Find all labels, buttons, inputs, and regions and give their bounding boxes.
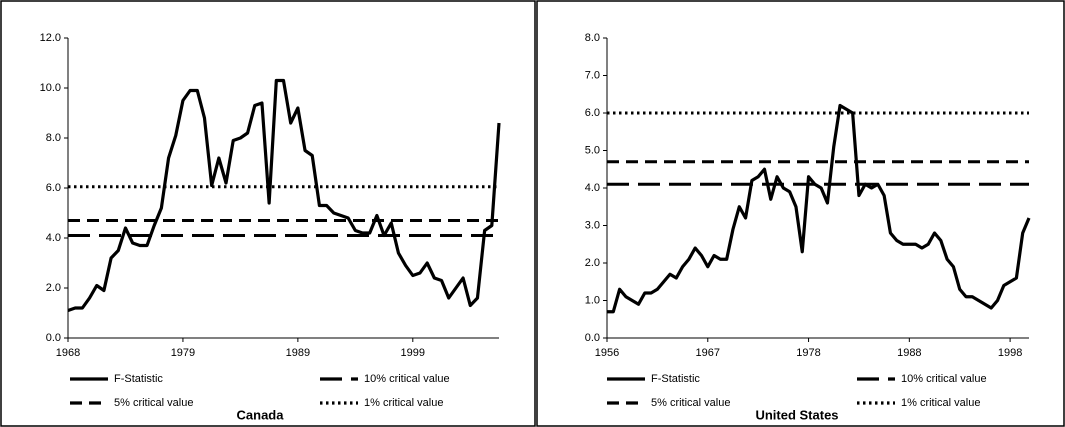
panel-border [0,0,536,427]
x-tick-label: 1999 [401,347,425,359]
chart-title: Canada [237,407,285,422]
legend-label: 5% critical value [651,397,730,409]
x-tick-label: 1967 [696,347,720,359]
y-tick-label: 8.0 [585,32,600,44]
y-tick-label: 8.0 [46,132,61,144]
legend-label: 1% critical value [364,397,443,409]
legend-label: 1% critical value [901,397,980,409]
y-tick-label: 4.0 [585,182,600,194]
x-tick-label: 1956 [595,347,619,359]
legend-label: 10% critical value [364,373,450,385]
x-tick-label: 1998 [998,347,1022,359]
y-tick-label: 0.0 [46,332,61,344]
y-tick-label: 5.0 [585,144,600,156]
y-tick-label: 12.0 [40,32,61,44]
legend-label: F-Statistic [114,373,163,385]
legend-label: F-Statistic [651,373,700,385]
legend-label: 10% critical value [901,373,987,385]
y-tick-label: 1.0 [585,294,600,306]
series-line [607,103,1031,314]
y-tick-label: 6.0 [46,182,61,194]
series-line [67,78,501,313]
y-tick-label: 3.0 [585,219,600,231]
y-tick-label: 7.0 [585,69,600,81]
x-tick-label: 1968 [56,347,80,359]
x-tick-label: 1988 [897,347,921,359]
x-tick-label: 1978 [796,347,820,359]
x-tick-label: 1979 [171,347,195,359]
panel-border [536,0,1065,427]
legend-label: 5% critical value [114,397,193,409]
chart-title: United States [755,407,838,422]
y-tick-label: 0.0 [585,332,600,344]
y-tick-label: 4.0 [46,232,61,244]
y-tick-label: 6.0 [585,107,600,119]
y-tick-label: 10.0 [40,82,61,94]
y-tick-label: 2.0 [585,257,600,269]
x-tick-label: 1989 [286,347,310,359]
y-tick-label: 2.0 [46,282,61,294]
